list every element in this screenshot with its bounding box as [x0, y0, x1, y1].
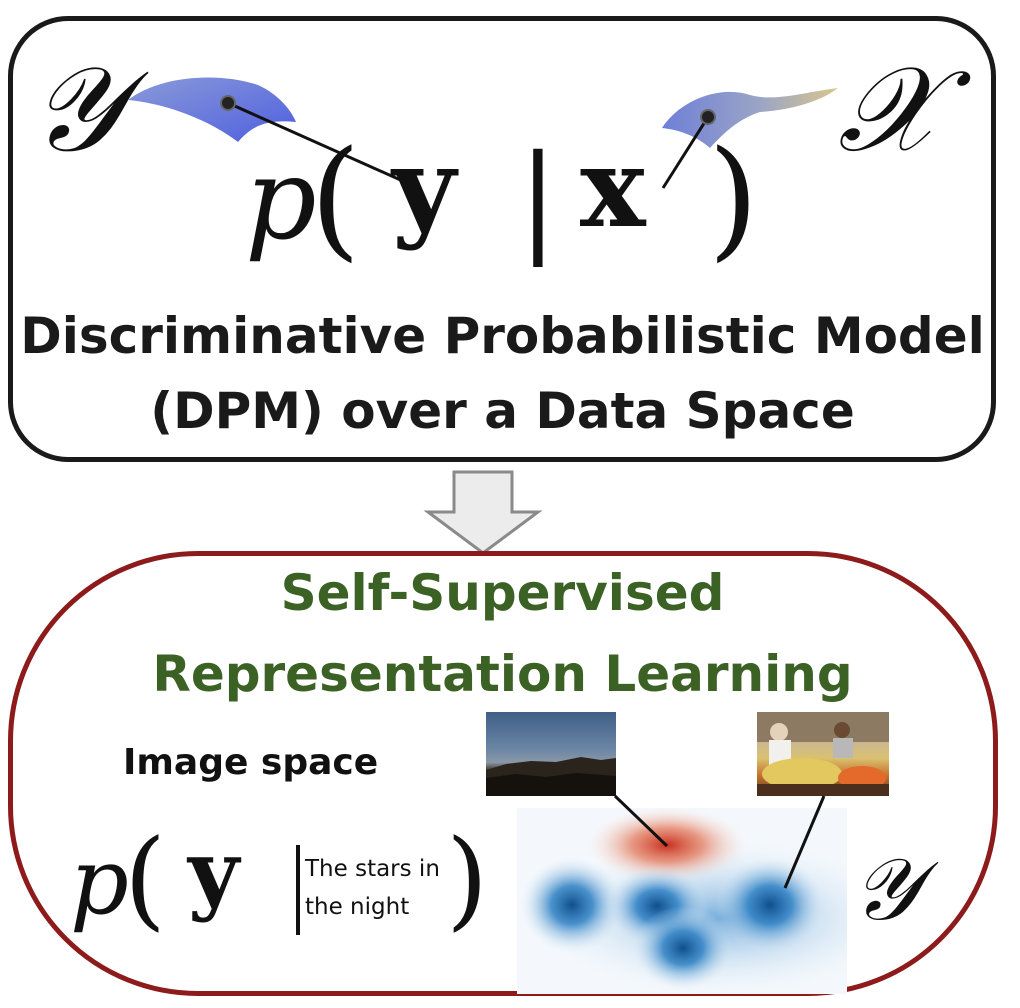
x-space-symbol-top: 𝒳	[838, 40, 940, 178]
negative-density-blob-4	[633, 906, 733, 990]
x-link-line	[661, 116, 710, 189]
formula-p-bottom: p	[70, 828, 129, 935]
negative-density-blob-1	[520, 857, 624, 953]
formula-p-top: p	[245, 135, 317, 265]
condition-text-line1: The stars in	[305, 856, 440, 882]
positive-link-line	[613, 794, 669, 848]
dpm-title-line2: (DPM) over a Data Space	[150, 382, 855, 440]
y-link-line	[227, 101, 406, 184]
image-space-label: Image space	[123, 742, 379, 783]
formula-y-bottom: y	[188, 820, 240, 924]
night-sky-photo	[486, 712, 616, 796]
food-market-photo	[757, 712, 889, 796]
x-manifold-shape	[662, 88, 838, 148]
condition-text-line2: the night	[305, 894, 410, 920]
formula-close-paren-top: )	[708, 122, 759, 274]
negative-density-blob-3	[715, 857, 825, 953]
formula-y-top: y	[392, 123, 456, 252]
y-space-symbol-top: 𝒴	[30, 40, 123, 178]
formula-close-paren-bottom: )	[446, 817, 489, 942]
condition-text: The stars in the night	[305, 850, 475, 926]
formula-bar-top: |	[518, 129, 558, 267]
formula-x-top: x	[580, 123, 646, 252]
density-heatmap	[517, 808, 847, 994]
formula-open-paren-top: (	[310, 122, 361, 274]
y-manifold-shape	[128, 77, 296, 142]
negative-link-line	[783, 795, 826, 889]
formula-open-paren-bottom: (	[124, 817, 167, 942]
x-point-dot	[700, 109, 716, 125]
ssl-title-line1: Self-Supervised	[280, 564, 725, 622]
y-space-symbol-bottom: 𝒴	[852, 840, 920, 940]
ssl-title-line2: Representation Learning	[152, 645, 853, 703]
y-point-dot	[220, 95, 236, 111]
dpm-title-line1: Discriminative Probabilistic Model	[20, 307, 985, 365]
